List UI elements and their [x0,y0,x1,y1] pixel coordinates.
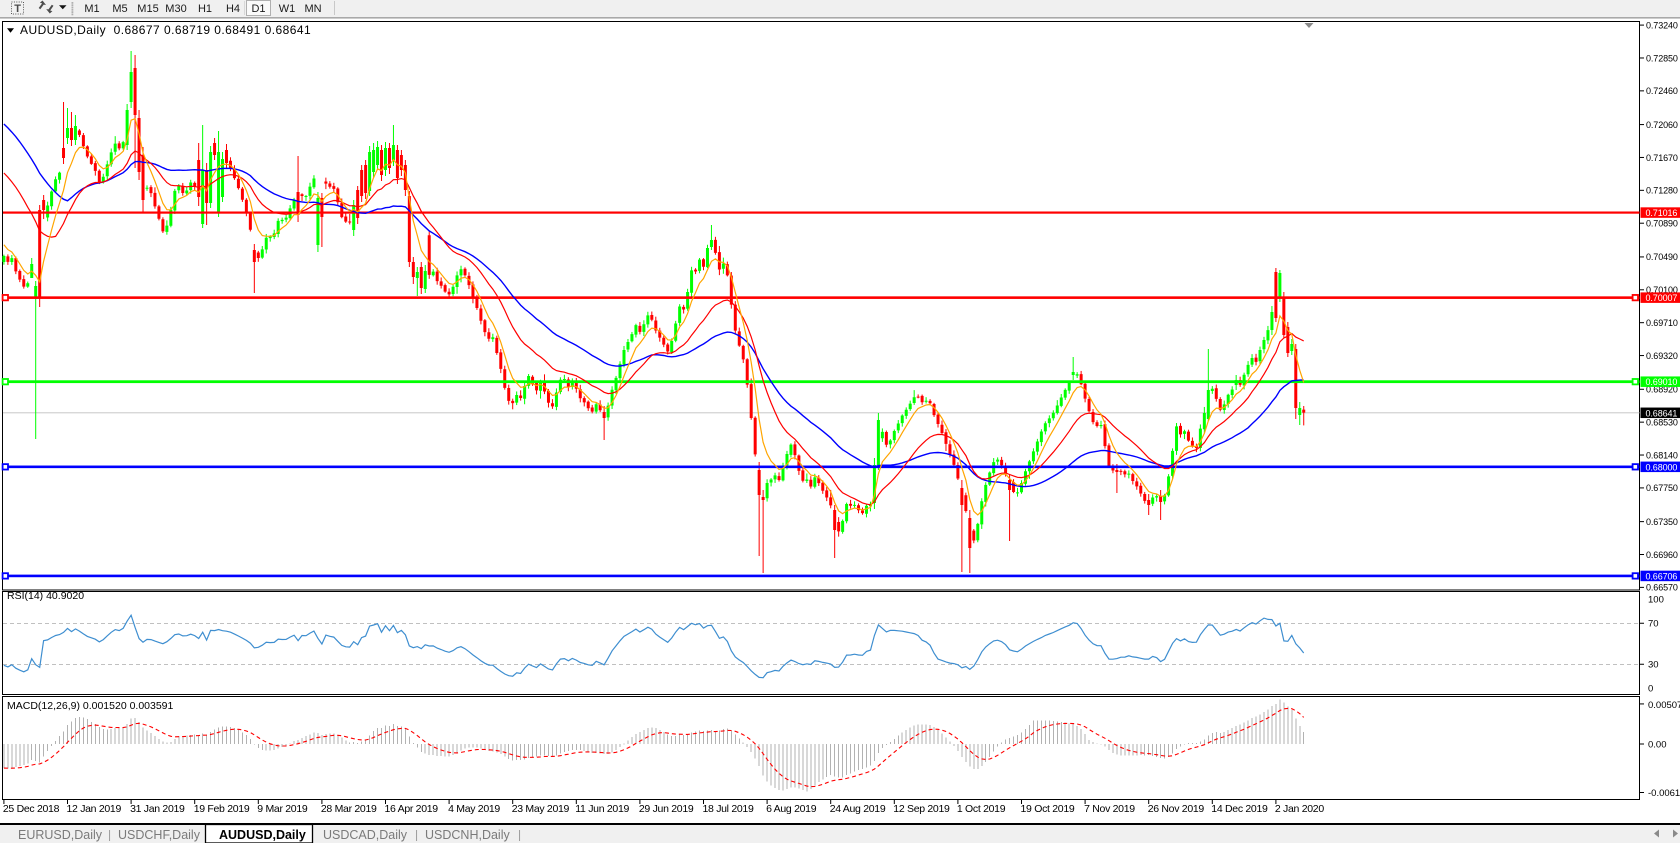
svg-text:0: 0 [1648,683,1653,694]
svg-text:MN: MN [304,3,321,15]
svg-text:0.68140: 0.68140 [1646,450,1678,460]
svg-text:0.72850: 0.72850 [1646,53,1678,63]
svg-text:0.68641: 0.68641 [1646,408,1678,418]
svg-text:0.00: 0.00 [1648,739,1667,750]
svg-text:USDCHF,Daily: USDCHF,Daily [118,828,201,842]
svg-text:W1: W1 [279,3,296,15]
svg-text:23 May 2019: 23 May 2019 [512,803,570,815]
svg-text:0.68920: 0.68920 [1646,385,1678,395]
svg-text:12 Jan 2019: 12 Jan 2019 [67,803,122,815]
svg-text:0.67350: 0.67350 [1646,517,1678,527]
svg-text:USDCNH,Daily: USDCNH,Daily [425,828,510,842]
svg-text:M30: M30 [165,3,186,15]
svg-text:0.66706: 0.66706 [1646,571,1678,581]
svg-text:11 Jun 2019: 11 Jun 2019 [575,803,629,815]
svg-text:31 Jan 2019: 31 Jan 2019 [130,803,185,815]
svg-text:16 Apr 2019: 16 Apr 2019 [385,803,439,815]
svg-text:|: | [108,828,111,842]
svg-text:0.66570: 0.66570 [1646,583,1678,593]
svg-text:-0.006143: -0.006143 [1648,788,1680,799]
svg-text:D1: D1 [251,3,265,15]
svg-text:12 Sep 2019: 12 Sep 2019 [893,803,950,815]
svg-text:AUDUSD,Daily 0.68677 0.68719: AUDUSD,Daily 0.68677 0.68719 0.68491 0.6… [20,23,311,37]
svg-text:0.70007: 0.70007 [1646,293,1678,303]
svg-text:0.69010: 0.69010 [1646,377,1678,387]
svg-text:24 Aug 2019: 24 Aug 2019 [830,803,886,815]
svg-text:H4: H4 [226,3,240,15]
svg-text:9 Mar 2019: 9 Mar 2019 [257,803,308,815]
svg-text:0.005076: 0.005076 [1648,700,1680,711]
svg-text:26 Nov 2019: 26 Nov 2019 [1148,803,1205,815]
svg-text:0.71016: 0.71016 [1646,208,1678,218]
svg-text:AUDUSD,Daily: AUDUSD,Daily [219,828,306,842]
svg-text:M1: M1 [84,3,99,15]
svg-text:0.68530: 0.68530 [1646,417,1678,427]
svg-text:2 Jan 2020: 2 Jan 2020 [1275,803,1324,815]
svg-text:0.71280: 0.71280 [1646,186,1678,196]
svg-text:0.72060: 0.72060 [1646,120,1678,130]
svg-text:USDCAD,Daily: USDCAD,Daily [323,828,408,842]
svg-text:M15: M15 [137,3,158,15]
svg-text:0.70490: 0.70490 [1646,252,1678,262]
svg-text:|: | [415,828,418,842]
svg-text:6 Aug 2019: 6 Aug 2019 [766,803,817,815]
svg-text:EURUSD,Daily: EURUSD,Daily [18,828,103,842]
svg-text:0.73240: 0.73240 [1646,20,1678,30]
svg-text:RSI(14) 40.9020: RSI(14) 40.9020 [7,590,84,602]
svg-text:0.66960: 0.66960 [1646,550,1678,560]
svg-text:0.70100: 0.70100 [1646,285,1678,295]
svg-text:28 Mar 2019: 28 Mar 2019 [321,803,377,815]
svg-text:19 Feb 2019: 19 Feb 2019 [194,803,250,815]
svg-text:T: T [14,3,21,15]
svg-text:M5: M5 [112,3,127,15]
svg-text:0.72460: 0.72460 [1646,86,1678,96]
svg-text:14 Dec 2019: 14 Dec 2019 [1211,803,1268,815]
svg-text:0.69710: 0.69710 [1646,318,1678,328]
svg-text:18 Jul 2019: 18 Jul 2019 [703,803,754,815]
svg-text:25 Dec 2018: 25 Dec 2018 [3,803,60,815]
svg-text:1 Oct 2019: 1 Oct 2019 [957,803,1006,815]
svg-text:100: 100 [1648,594,1664,605]
svg-text:7 Nov 2019: 7 Nov 2019 [1084,803,1135,815]
svg-text:0.69320: 0.69320 [1646,351,1678,361]
svg-text:70: 70 [1648,619,1659,630]
svg-text:H1: H1 [198,3,212,15]
svg-text:29 Jun 2019: 29 Jun 2019 [639,803,694,815]
svg-text:4 May 2019: 4 May 2019 [448,803,500,815]
svg-text:MACD(12,26,9) 0.001520 0.00359: MACD(12,26,9) 0.001520 0.003591 [7,700,174,712]
svg-text:0.71670: 0.71670 [1646,153,1678,163]
svg-text:|: | [518,828,521,842]
svg-text:30: 30 [1648,660,1659,671]
svg-text:0.67750: 0.67750 [1646,483,1678,493]
svg-text:0.70890: 0.70890 [1646,219,1678,229]
svg-text:0.68000: 0.68000 [1646,462,1678,472]
svg-text:19 Oct 2019: 19 Oct 2019 [1021,803,1075,815]
